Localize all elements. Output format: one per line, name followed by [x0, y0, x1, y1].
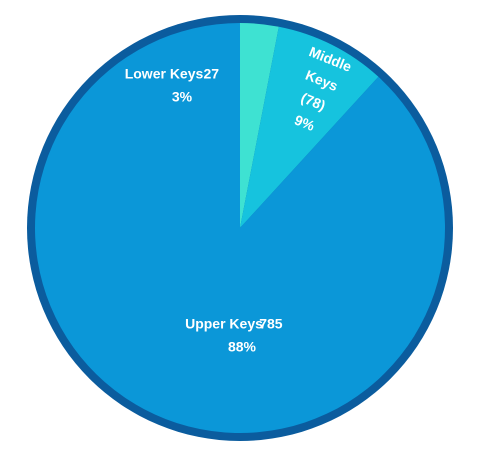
percent-label: 3%	[172, 89, 193, 105]
percent-label: 9%	[292, 112, 317, 135]
pie-slice	[240, 23, 279, 228]
category-label: Upper Keys	[185, 316, 263, 332]
pie-slice	[35, 23, 445, 433]
category-label: Lower Keys	[125, 66, 204, 82]
value-label: 27	[204, 66, 220, 82]
value-label: 785	[259, 316, 283, 332]
pie-slice	[240, 26, 379, 228]
slice-label: Lower Keys 27 3%	[125, 66, 220, 105]
percent-label: 88%	[228, 339, 257, 355]
